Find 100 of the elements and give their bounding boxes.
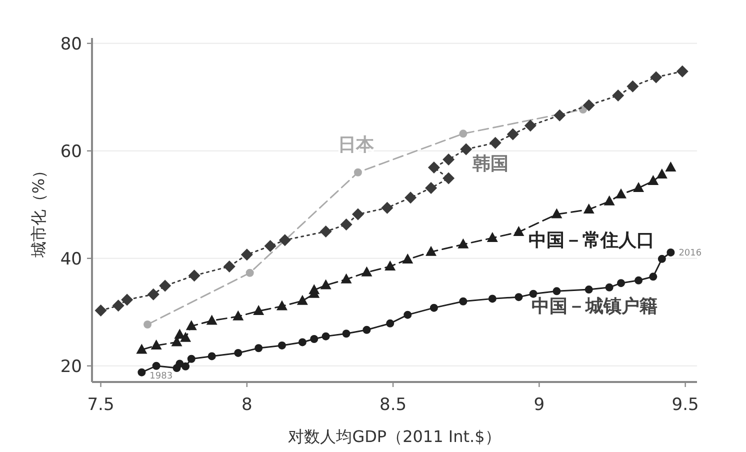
point — [254, 344, 263, 352]
point — [460, 143, 472, 156]
x-tick-label: 9 — [534, 395, 545, 415]
point — [426, 246, 437, 256]
point — [144, 320, 152, 328]
y-axis-title: 城市化（%） — [29, 162, 48, 259]
point — [404, 310, 412, 319]
point — [206, 314, 218, 325]
point — [308, 284, 320, 294]
point — [665, 162, 676, 172]
x-tick-label: 9.5 — [672, 395, 699, 415]
point — [648, 174, 659, 185]
point — [582, 99, 595, 112]
point — [634, 276, 643, 284]
point — [650, 71, 662, 84]
point — [136, 344, 148, 354]
point — [253, 305, 264, 316]
point — [296, 294, 308, 305]
point — [551, 208, 562, 218]
x-tick-label: 8.5 — [380, 395, 407, 415]
point — [276, 300, 288, 310]
point — [240, 248, 253, 261]
point — [138, 368, 146, 376]
point — [384, 260, 396, 270]
x-tick-label: 7.5 — [87, 395, 114, 415]
annotation: 2016 — [678, 248, 702, 258]
point — [234, 348, 242, 357]
x-tick-label: 8 — [241, 395, 252, 415]
point — [361, 266, 372, 276]
point — [617, 279, 626, 288]
point — [180, 332, 192, 342]
point — [488, 294, 496, 303]
point — [605, 283, 614, 292]
point — [402, 253, 414, 264]
point — [584, 286, 593, 294]
point — [246, 268, 254, 277]
point — [425, 182, 438, 194]
point — [524, 120, 536, 132]
point — [656, 168, 668, 179]
point — [514, 293, 523, 302]
y-tick-label: 40 — [60, 249, 82, 270]
point — [320, 279, 332, 290]
point — [459, 130, 468, 138]
point — [147, 288, 160, 300]
point — [442, 153, 455, 166]
point — [150, 339, 162, 350]
point — [616, 188, 627, 198]
point — [352, 208, 364, 220]
y-tick-label: 80 — [60, 34, 82, 54]
point — [278, 234, 291, 246]
point — [649, 272, 658, 281]
point — [513, 226, 524, 236]
point — [633, 182, 644, 192]
point — [552, 287, 561, 296]
y-tick-label: 60 — [60, 142, 82, 162]
point — [404, 192, 417, 204]
point — [604, 195, 615, 206]
point — [489, 136, 502, 149]
point — [310, 335, 318, 343]
point — [442, 172, 455, 184]
point — [626, 80, 639, 92]
annotation: 1983 — [150, 371, 173, 382]
point — [187, 354, 196, 363]
series-label: 中国－常住人口 — [528, 230, 655, 252]
point — [354, 168, 362, 176]
point — [676, 65, 688, 78]
point — [278, 341, 286, 350]
x-axis-title: 对数人均GDP（2011 Int.$） — [288, 427, 501, 446]
point — [232, 310, 244, 320]
point — [264, 240, 276, 252]
point — [121, 294, 134, 306]
series-label: 韩国 — [472, 153, 509, 174]
point — [188, 270, 200, 282]
point — [428, 162, 440, 174]
point — [112, 300, 124, 312]
point — [386, 319, 394, 328]
point — [159, 280, 172, 292]
point — [430, 304, 438, 312]
point — [666, 248, 675, 256]
point — [583, 203, 594, 214]
point — [612, 90, 624, 102]
point — [298, 338, 306, 346]
point — [342, 330, 350, 338]
point — [554, 109, 566, 122]
point — [658, 254, 666, 263]
point — [182, 362, 190, 370]
point — [340, 218, 352, 231]
point — [458, 238, 469, 248]
point — [486, 232, 498, 242]
series-label: 中国－城镇户籍 — [531, 296, 658, 317]
point — [152, 362, 160, 370]
point — [208, 352, 216, 360]
point — [322, 332, 330, 340]
point — [459, 297, 468, 306]
series-label: 日本 — [338, 134, 375, 156]
point — [223, 260, 236, 272]
point — [381, 202, 394, 214]
point — [340, 273, 352, 284]
y-tick-label: 20 — [60, 356, 82, 377]
point — [506, 128, 519, 140]
